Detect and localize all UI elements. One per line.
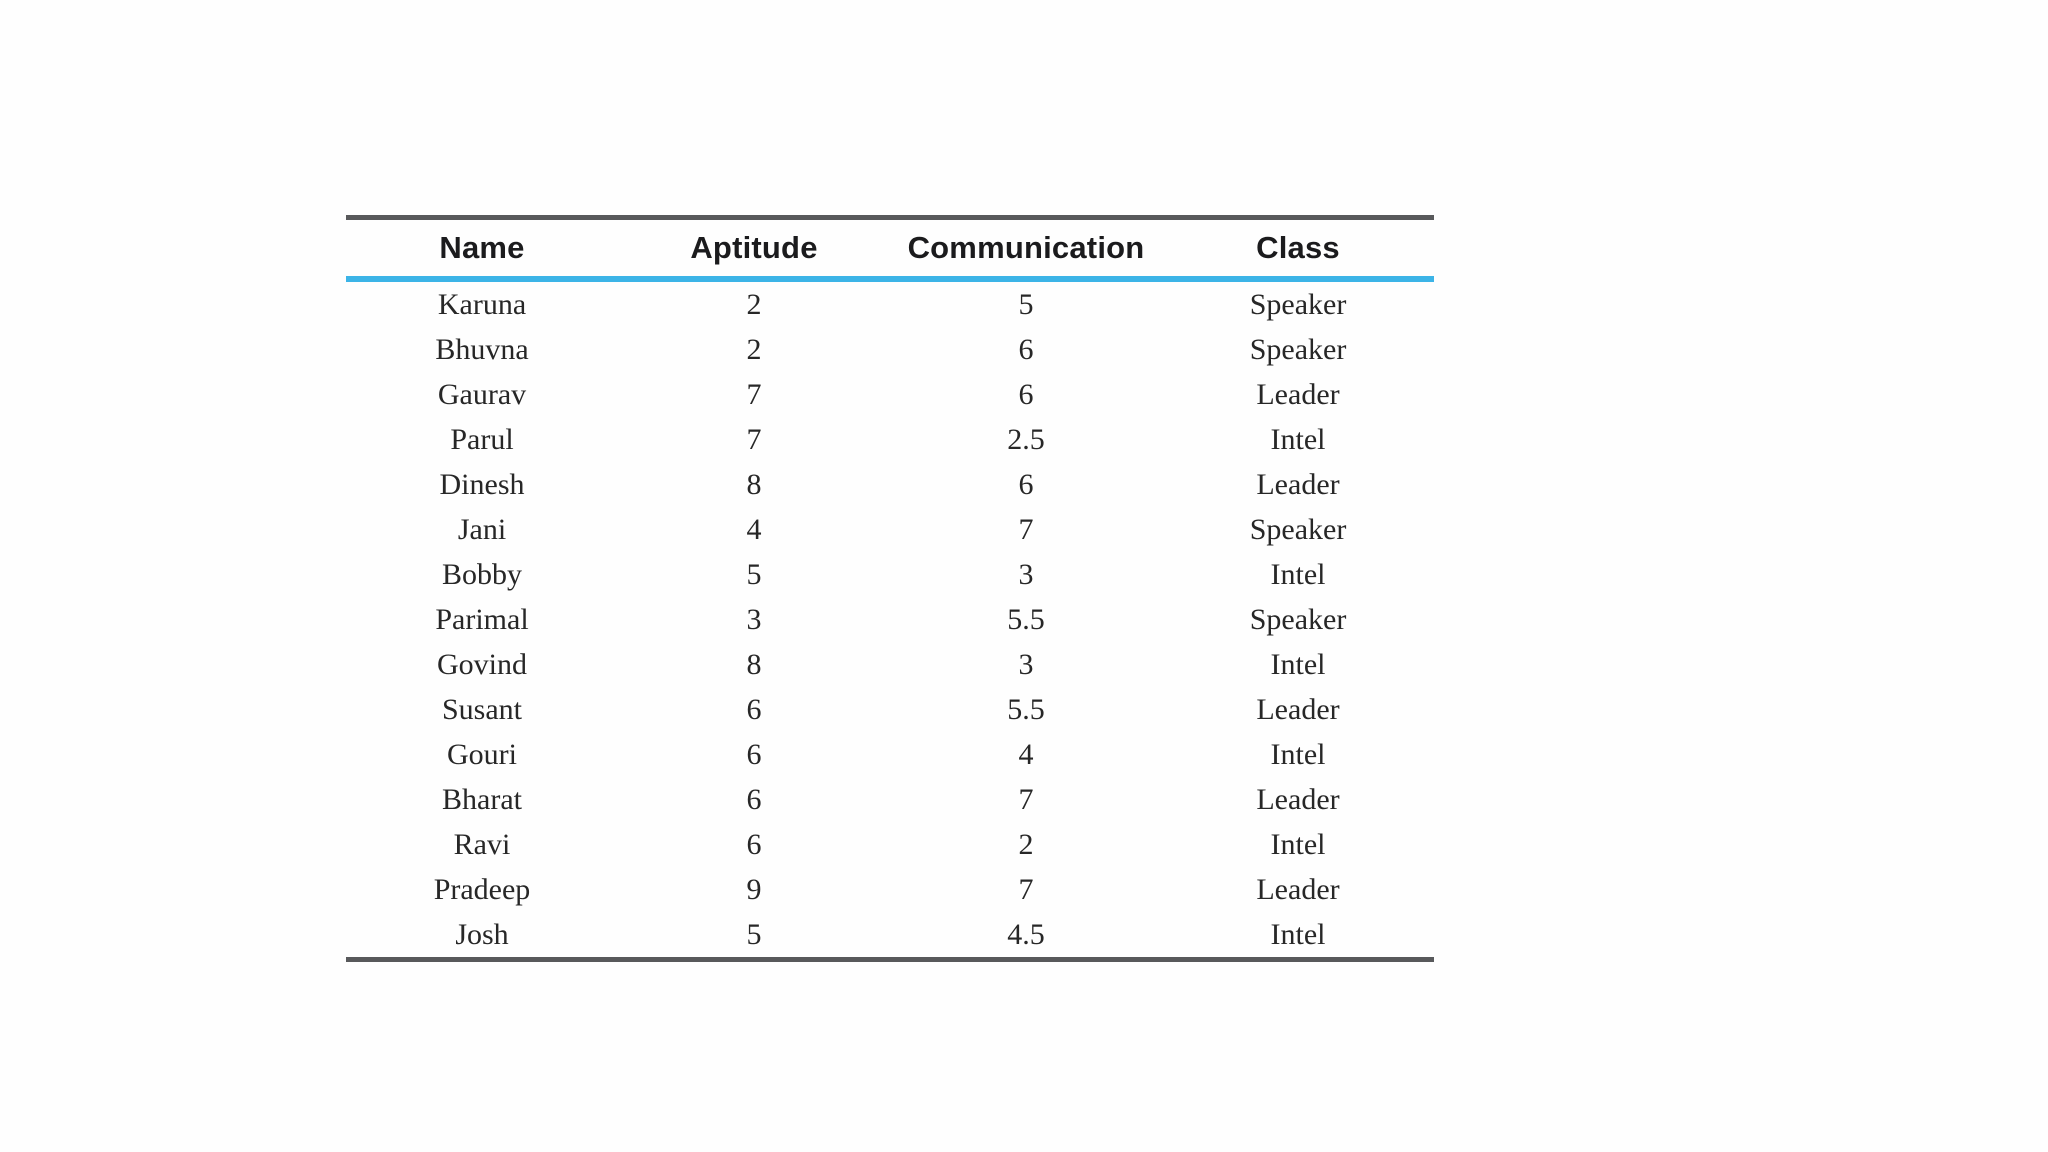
cell-class: Intel [1270,423,1326,456]
cell-aptitude: 5 [746,918,762,951]
cell-name: Parul [450,423,514,456]
cell-aptitude: 7 [746,423,762,456]
cell-communication: 5.5 [1007,693,1045,726]
cell-name: Govind [437,648,527,681]
cell-name: Jani [457,513,507,546]
cell-aptitude: 8 [746,468,762,501]
cell-aptitude: 7 [746,378,762,411]
cell-class: Intel [1270,648,1326,681]
cell-aptitude: 6 [746,693,762,726]
cell-name: Karuna [437,288,527,321]
cell-communication: 7 [1018,783,1034,816]
cell-name: Bobby [441,558,522,591]
cell-communication: 7 [1018,513,1034,546]
cell-class: Intel [1270,738,1326,771]
cell-communication: 6 [1018,378,1034,411]
table-row: Parimal 3 5.5 Speaker [346,597,1434,642]
cell-name: Bhuvna [435,333,529,366]
cell-class: Leader [1256,378,1340,411]
table-row: Gaurav 7 6 Leader [346,372,1434,417]
table-header: Name Aptitude Communication Class [346,217,1434,282]
cell-class: Speaker [1249,513,1347,546]
cell-aptitude: 2 [746,333,762,366]
table-row: Bobby 5 3 Intel [346,552,1434,597]
table-row: Pradeep 9 7 Leader [346,867,1434,912]
table-row: Gouri 6 4 Intel [346,732,1434,777]
cell-name: Parimal [435,603,529,636]
cell-name: Bharat [442,783,522,816]
cell-aptitude: 2 [746,288,762,321]
data-table: Name Aptitude Communication Class Karuna… [346,215,1434,962]
cell-aptitude: 6 [746,783,762,816]
cell-class: Speaker [1249,288,1347,321]
table-row: Parul 7 2.5 Intel [346,417,1434,462]
table-row: Susant 6 5.5 Leader [346,687,1434,732]
table-row: Jani 4 7 Speaker [346,507,1434,552]
column-header-communication: Communication [890,217,1162,282]
table-row: Ravi 6 2 Intel [346,822,1434,867]
column-header-aptitude: Aptitude [618,217,890,282]
cell-class: Intel [1270,918,1326,951]
cell-aptitude: 6 [746,738,762,771]
cell-communication: 4.5 [1007,918,1045,951]
cell-class: Speaker [1249,603,1347,636]
cell-communication: 2 [1018,828,1034,861]
cell-class: Leader [1256,468,1340,501]
table-row: Govind 8 3 Intel [346,642,1434,687]
cell-class: Intel [1270,828,1326,861]
cell-class: Leader [1256,783,1340,816]
cell-communication: 3 [1018,648,1034,681]
cell-class: Speaker [1249,333,1347,366]
cell-class: Intel [1270,558,1326,591]
header-row: Name Aptitude Communication Class [346,217,1434,282]
cell-aptitude: 8 [746,648,762,681]
column-header-name: Name [346,217,618,282]
table-body: Karuna 2 5 Speaker Bhuvna 2 6 Speaker Gaurav 7 6 Le… [346,279,1434,960]
column-header-class: Class [1162,217,1434,282]
cell-name: Josh [455,918,509,951]
cell-communication: 4 [1018,738,1034,771]
cell-communication: 5 [1018,288,1034,321]
cell-name: Gaurav [437,378,527,411]
cell-aptitude: 5 [746,558,762,591]
table-row: Karuna 2 5 Speaker [346,279,1434,327]
cell-class: Leader [1256,873,1340,906]
cell-class: Leader [1256,693,1340,726]
cell-aptitude: 6 [746,828,762,861]
cell-communication: 6 [1018,333,1034,366]
table-row: Bhuvna 2 6 Speaker [346,327,1434,372]
cell-name: Pradeep [433,873,531,906]
cell-communication: 7 [1018,873,1034,906]
cell-name: Ravi [453,828,511,861]
cell-aptitude: 9 [746,873,762,906]
cell-communication: 2.5 [1007,423,1045,456]
cell-communication: 3 [1018,558,1034,591]
cell-name: Susant [441,693,522,726]
cell-name: Dinesh [439,468,525,501]
cell-name: Gouri [447,738,517,771]
cell-aptitude: 4 [746,513,762,546]
table-row: Dinesh 8 6 Leader [346,462,1434,507]
table-row: Josh 5 4.5 Intel [346,912,1434,960]
table-row: Bharat 6 7 Leader [346,777,1434,822]
data-table-container: Name Aptitude Communication Class Karuna… [346,215,1434,962]
cell-communication: 5.5 [1007,603,1045,636]
cell-communication: 6 [1018,468,1034,501]
cell-aptitude: 3 [746,603,762,636]
